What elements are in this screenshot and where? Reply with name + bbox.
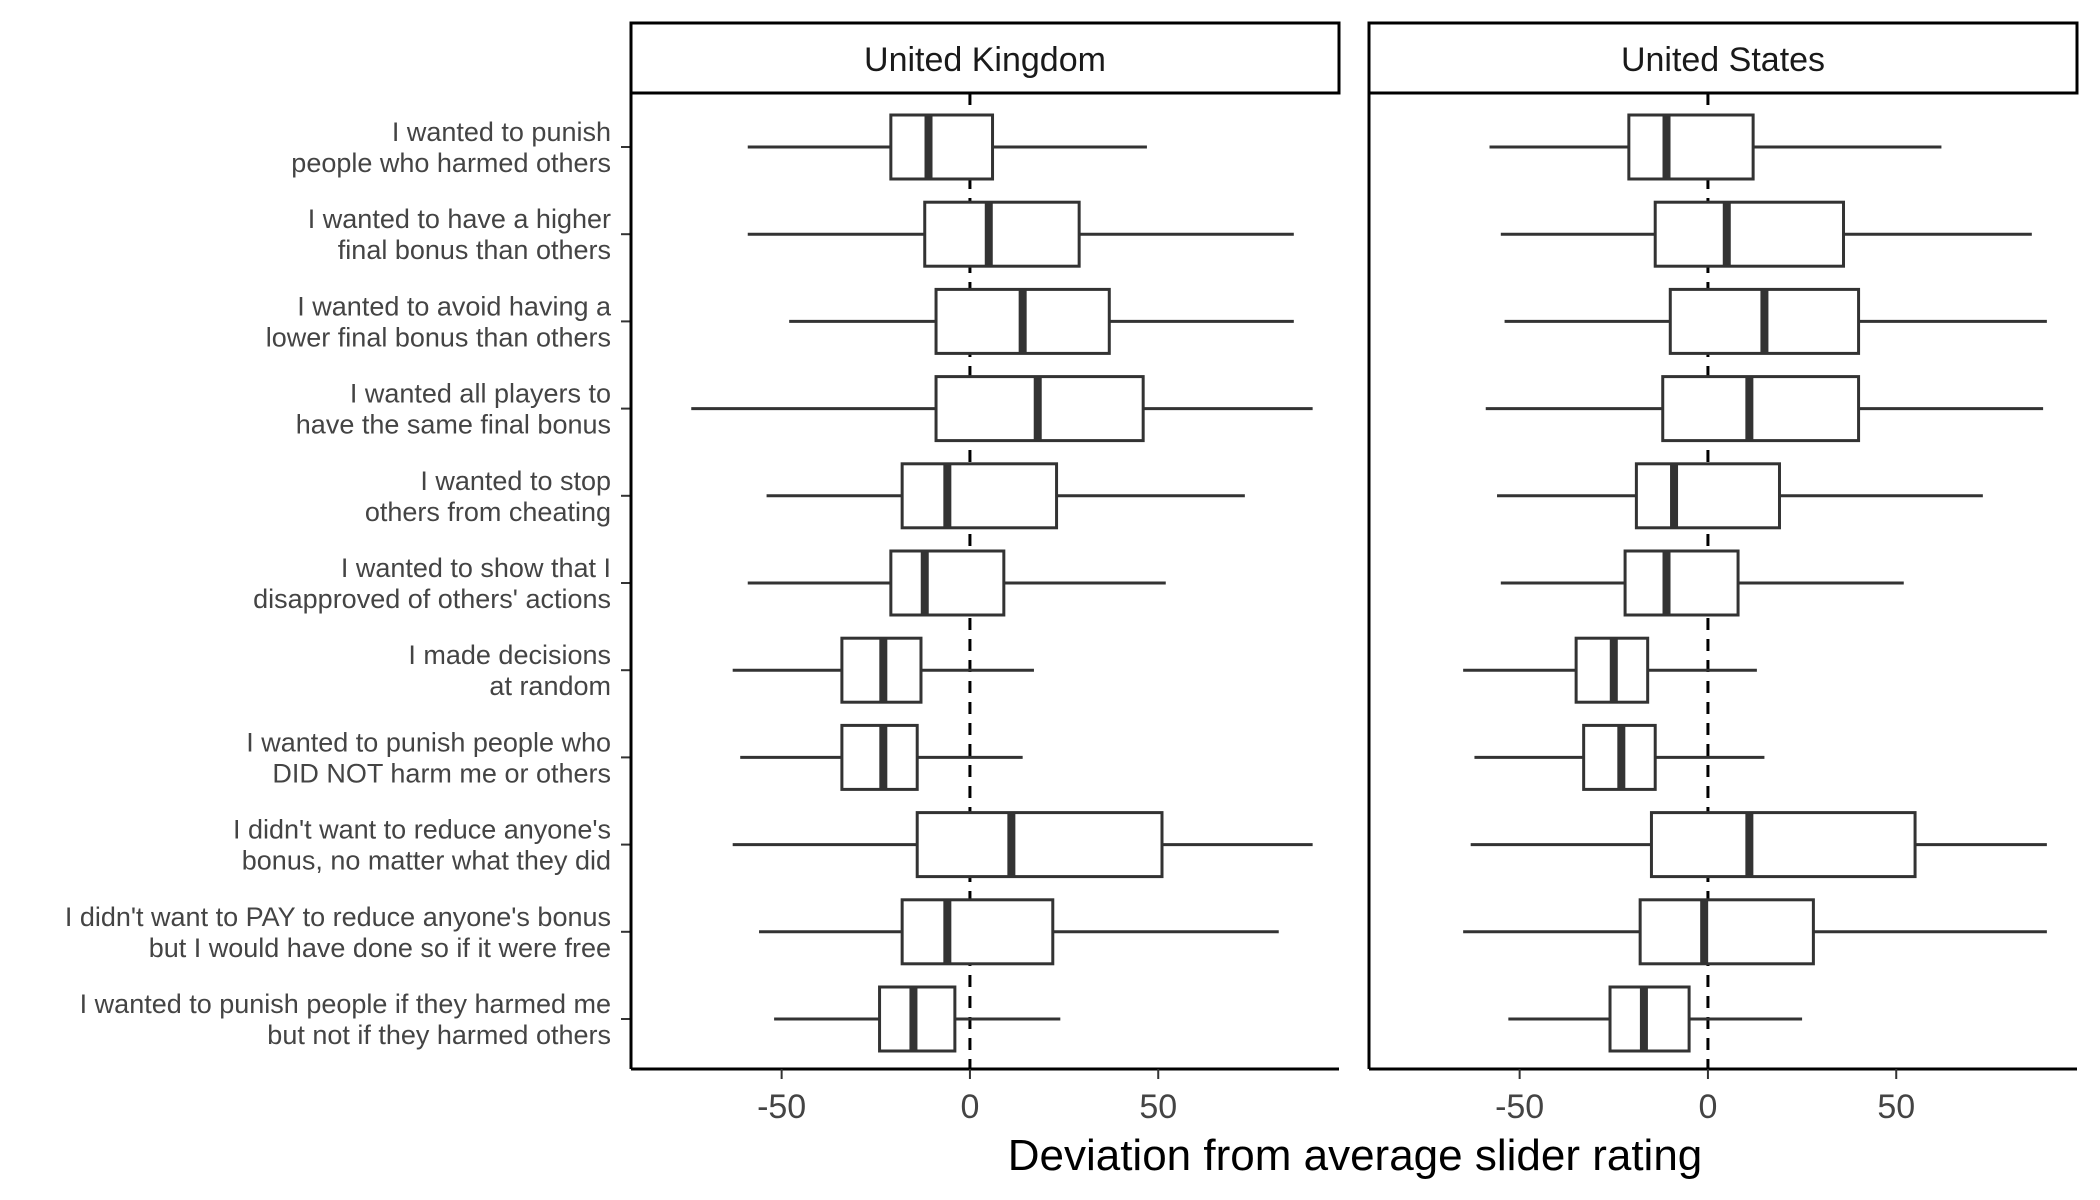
- category-label-line: I wanted to punish people if they harmed…: [80, 989, 611, 1019]
- box-plot-row: [1463, 898, 2047, 966]
- iqr-box: [889, 113, 995, 181]
- category-label-line: I wanted to avoid having a: [297, 291, 612, 321]
- category-label-line: DID NOT harm me or others: [272, 758, 611, 788]
- category-label-line: I wanted to stop: [420, 466, 611, 496]
- iqr-box: [1627, 113, 1755, 181]
- category-label: I made decisions at random: [408, 640, 611, 701]
- x-axis-title: Deviation from average slider rating: [1008, 1131, 1703, 1180]
- category-label-line: I wanted all players to: [350, 379, 611, 409]
- category-label-line: I made decisions: [408, 640, 611, 670]
- iqr-box: [900, 462, 1059, 530]
- iqr-box: [900, 898, 1055, 966]
- iqr-box: [1623, 549, 1740, 617]
- category-label-line: I wanted to show that I: [341, 553, 611, 583]
- category-label-line: people who harmed others: [291, 148, 611, 178]
- category-label-line: at random: [489, 671, 611, 701]
- facet-strip: [629, 21, 1341, 95]
- category-label: I wanted to punish people who DID NOT har…: [246, 727, 611, 788]
- box-plot-row: [1489, 113, 1942, 181]
- category-label-line: others from cheating: [365, 497, 611, 527]
- iqr-box: [1638, 898, 1815, 966]
- box-plot-row: [740, 723, 1023, 791]
- box-plot-row: [732, 811, 1313, 879]
- x-tick-label: 0: [1698, 1088, 1717, 1126]
- category-label: I wanted all players to have the same fin…: [296, 379, 611, 440]
- category-label-line: I wanted to punish people who: [246, 727, 611, 757]
- box-plot-row: [1508, 985, 1803, 1053]
- iqr-box: [889, 549, 1006, 617]
- category-label-line: I wanted to have a higher: [308, 204, 611, 234]
- box-plot-row: [774, 985, 1061, 1053]
- box-plot-row: [1485, 375, 2044, 443]
- box-plot-row: [1500, 549, 1904, 617]
- category-label: I didn't want to PAY to reduce anyone's …: [65, 902, 611, 963]
- category-label-line: I didn't want to PAY to reduce anyone's …: [65, 902, 611, 932]
- category-label: I wanted to punish people if they harmed…: [80, 989, 611, 1050]
- category-label-line: I wanted to punish: [392, 117, 611, 147]
- x-tick-label: -50: [757, 1088, 806, 1126]
- category-label: I didn't want to reduce anyone's bonus, n…: [233, 815, 611, 876]
- category-label: I wanted to stop others from cheating: [365, 466, 611, 527]
- category-label-line: bonus, no matter what they did: [242, 846, 611, 876]
- box-plot-row: [1463, 636, 1757, 704]
- iqr-box: [1634, 462, 1781, 530]
- facet-label: United States: [1621, 41, 1825, 79]
- x-tick-label: 50: [1139, 1088, 1177, 1126]
- category-label: I wanted to have a higher final bonus tha…: [308, 204, 611, 265]
- category-label-line: disapproved of others' actions: [253, 584, 611, 614]
- facet-strip: [1367, 21, 2079, 95]
- category-label-line: lower final bonus than others: [266, 322, 611, 352]
- facet-label: United Kingdom: [864, 41, 1106, 79]
- box-plot-row: [747, 549, 1166, 617]
- box-plot-row: [1474, 723, 1765, 791]
- box-plot-row: [1500, 200, 2032, 268]
- iqr-box: [1653, 200, 1846, 268]
- box-plot-row: [766, 462, 1245, 530]
- iqr-box: [1661, 375, 1861, 443]
- category-label: I wanted to punish people who harmed othe…: [291, 117, 611, 178]
- box-plot-row: [732, 636, 1034, 704]
- x-tick-label: 0: [960, 1088, 979, 1126]
- category-label-line: but I would have done so if it were free: [149, 933, 611, 963]
- x-tick-label: 50: [1877, 1088, 1915, 1126]
- box-plot-row: [691, 375, 1313, 443]
- category-label: I wanted to avoid having a lower final bo…: [266, 291, 612, 352]
- box-plot-row: [1497, 462, 1983, 530]
- box-plot-row: [1470, 811, 2047, 879]
- category-label-line: have the same final bonus: [296, 410, 611, 440]
- iqr-box: [1608, 985, 1691, 1053]
- box-plot-row: [759, 898, 1279, 966]
- iqr-box: [915, 811, 1164, 879]
- category-label-line: but not if they harmed others: [267, 1020, 611, 1050]
- x-tick-label: -50: [1495, 1088, 1544, 1126]
- box-plot-row: [747, 113, 1147, 181]
- box-plot-row: [1504, 287, 2047, 355]
- category-label-line: final bonus than others: [338, 235, 611, 265]
- iqr-box: [1649, 811, 1917, 879]
- iqr-box: [923, 200, 1081, 268]
- box-plot-row: [747, 200, 1294, 268]
- category-label-line: I didn't want to reduce anyone's: [233, 815, 611, 845]
- box-plot-row: [789, 287, 1294, 355]
